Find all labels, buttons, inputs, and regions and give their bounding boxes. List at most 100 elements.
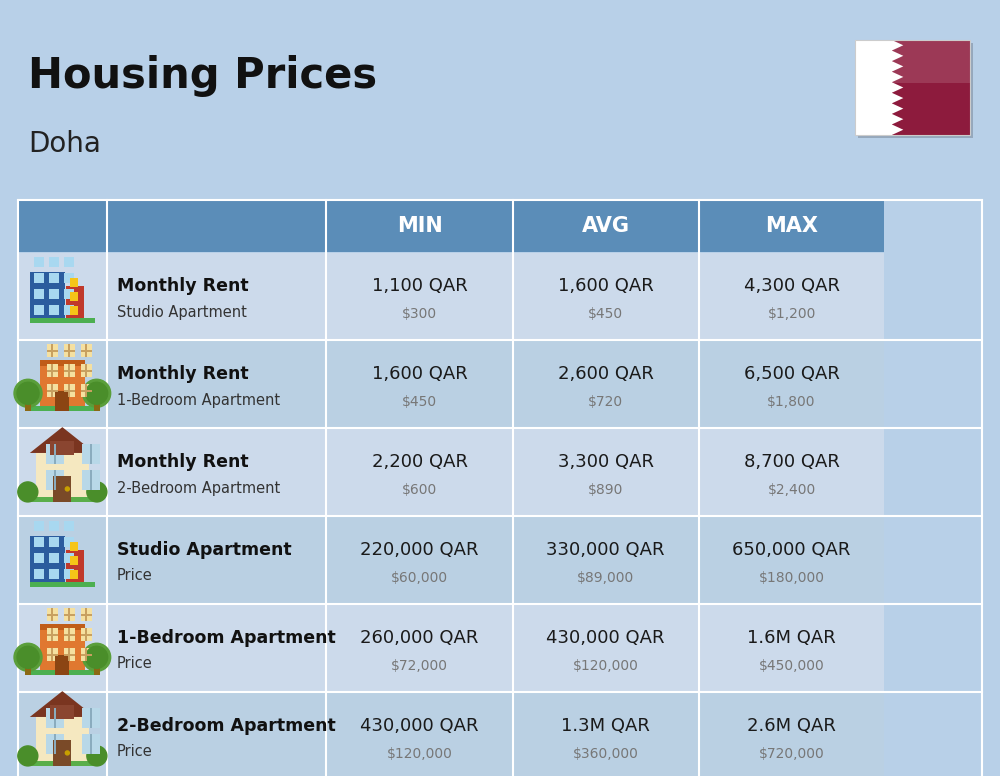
- Bar: [855, 40, 892, 135]
- Bar: [18, 341, 106, 428]
- Bar: [85, 384, 87, 397]
- Text: $60,000: $60,000: [391, 571, 448, 585]
- Bar: [513, 517, 698, 604]
- Text: Housing Prices: Housing Prices: [28, 55, 377, 97]
- Text: Monthly Rent: Monthly Rent: [117, 365, 248, 383]
- Bar: [81, 390, 92, 393]
- Bar: [30, 582, 95, 587]
- Bar: [85, 608, 87, 622]
- Text: 2,200 QAR: 2,200 QAR: [372, 453, 468, 471]
- Bar: [107, 605, 325, 692]
- Bar: [68, 364, 70, 377]
- Bar: [30, 272, 65, 324]
- Bar: [81, 608, 92, 622]
- Text: 2-Bedroom Apartment: 2-Bedroom Apartment: [117, 717, 335, 735]
- Circle shape: [14, 643, 42, 671]
- Text: $89,000: $89,000: [577, 571, 634, 585]
- Bar: [47, 370, 58, 372]
- Text: Doha: Doha: [28, 130, 101, 158]
- Circle shape: [18, 482, 38, 502]
- Text: 4,300 QAR: 4,300 QAR: [744, 277, 840, 295]
- Circle shape: [86, 646, 108, 668]
- Polygon shape: [892, 61, 903, 71]
- Text: $72,000: $72,000: [391, 659, 448, 673]
- Bar: [94, 665, 100, 675]
- Bar: [51, 364, 53, 377]
- Text: $180,000: $180,000: [759, 571, 825, 585]
- Text: 3,300 QAR: 3,300 QAR: [558, 453, 654, 471]
- Bar: [64, 615, 75, 616]
- Bar: [49, 258, 59, 267]
- Bar: [46, 734, 64, 754]
- Circle shape: [87, 746, 107, 766]
- Bar: [326, 341, 512, 428]
- Bar: [64, 345, 75, 357]
- Text: $120,000: $120,000: [387, 747, 452, 761]
- Bar: [18, 693, 106, 776]
- Bar: [326, 200, 512, 252]
- Bar: [18, 253, 106, 340]
- Bar: [64, 648, 75, 661]
- Bar: [81, 364, 92, 377]
- Text: 260,000 QAR: 260,000 QAR: [360, 629, 479, 647]
- Polygon shape: [892, 82, 903, 93]
- Bar: [55, 655, 69, 675]
- Bar: [85, 345, 87, 357]
- Bar: [34, 273, 44, 283]
- Bar: [34, 521, 44, 532]
- Text: 1,600 QAR: 1,600 QAR: [372, 365, 467, 383]
- Bar: [51, 345, 53, 357]
- Bar: [68, 608, 70, 622]
- Polygon shape: [892, 50, 903, 61]
- Bar: [699, 253, 884, 340]
- Bar: [326, 693, 512, 776]
- Bar: [40, 625, 85, 630]
- Text: $450,000: $450,000: [759, 659, 824, 673]
- Text: Price: Price: [117, 569, 152, 584]
- Bar: [53, 740, 71, 766]
- Bar: [54, 708, 56, 728]
- Bar: [82, 708, 100, 728]
- Bar: [34, 537, 44, 547]
- Text: 8,700 QAR: 8,700 QAR: [744, 453, 840, 471]
- Bar: [90, 470, 92, 490]
- Bar: [46, 470, 64, 490]
- Bar: [64, 364, 75, 377]
- Bar: [82, 734, 100, 754]
- Bar: [85, 629, 87, 641]
- Bar: [107, 253, 325, 340]
- Text: Studio Apartment: Studio Apartment: [117, 541, 291, 559]
- Bar: [81, 629, 92, 641]
- Bar: [47, 350, 58, 352]
- Text: 650,000 QAR: 650,000 QAR: [732, 541, 851, 559]
- Bar: [18, 429, 106, 516]
- Bar: [85, 648, 87, 661]
- Text: 1-Bedroom Apartment: 1-Bedroom Apartment: [117, 393, 280, 407]
- Bar: [699, 517, 884, 604]
- Bar: [326, 605, 512, 692]
- Bar: [855, 40, 970, 135]
- Text: AVG: AVG: [582, 216, 630, 236]
- Circle shape: [83, 643, 111, 671]
- Bar: [34, 553, 44, 563]
- Bar: [64, 289, 74, 300]
- Bar: [47, 345, 58, 357]
- Bar: [82, 470, 100, 490]
- Bar: [513, 605, 698, 692]
- Bar: [64, 273, 74, 283]
- Bar: [36, 717, 89, 766]
- Bar: [64, 608, 75, 622]
- Bar: [699, 200, 884, 252]
- Polygon shape: [892, 103, 903, 114]
- Bar: [28, 670, 96, 675]
- Text: $890: $890: [588, 483, 623, 497]
- Bar: [70, 570, 78, 579]
- Bar: [47, 390, 58, 393]
- Bar: [107, 341, 325, 428]
- Bar: [47, 615, 58, 616]
- Text: $2,400: $2,400: [767, 483, 816, 497]
- Polygon shape: [892, 93, 903, 103]
- Bar: [326, 517, 512, 604]
- Bar: [513, 693, 698, 776]
- Circle shape: [83, 379, 111, 407]
